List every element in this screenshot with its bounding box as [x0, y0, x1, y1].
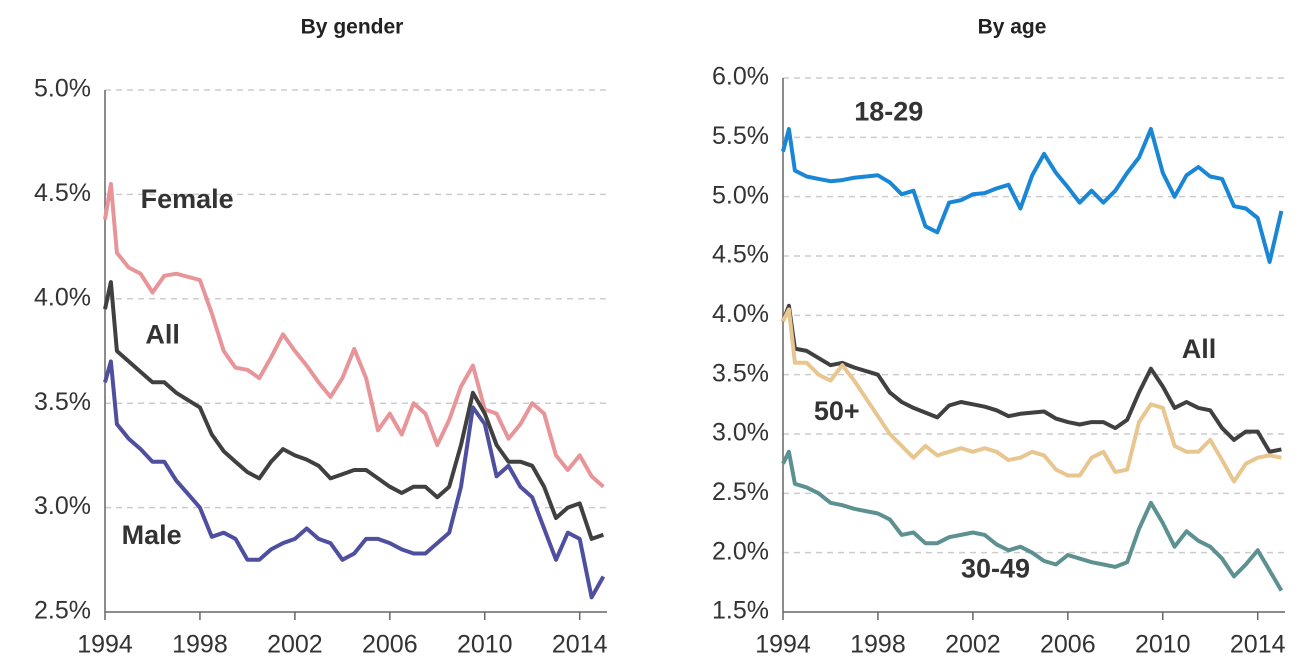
- series-label: Female: [141, 184, 234, 214]
- x-tick-label: 2002: [945, 631, 1001, 659]
- series-line: [781, 449, 1284, 592]
- y-tick-label: 3.0%: [34, 492, 91, 520]
- y-tick-label: 4.5%: [34, 179, 91, 207]
- series-line: [103, 280, 605, 541]
- y-tick-label: 1.5%: [712, 597, 769, 625]
- series-line: [781, 307, 1282, 484]
- y-tick-label: 4.0%: [712, 300, 769, 328]
- x-tick-label: 1998: [850, 631, 906, 659]
- series-line: [781, 127, 1284, 264]
- y-tick-label: 3.5%: [34, 388, 91, 416]
- x-tick-label: 2010: [1135, 631, 1191, 659]
- y-tick-label: 5.0%: [34, 75, 91, 103]
- panel-title: By gender: [301, 16, 404, 39]
- x-tick-label: 2014: [552, 631, 608, 659]
- x-tick-label: 1994: [755, 631, 811, 659]
- y-tick-label: 5.0%: [712, 181, 769, 209]
- panel-title: By age: [978, 16, 1047, 39]
- y-tick-label: 5.5%: [712, 122, 769, 150]
- x-tick-label: 1994: [77, 631, 133, 659]
- series-label: Male: [122, 520, 182, 550]
- series-label: All: [145, 320, 180, 350]
- y-tick-label: 2.5%: [34, 597, 91, 625]
- y-tick-label: 6.0%: [712, 63, 769, 91]
- series-line: [781, 303, 1282, 454]
- x-tick-label: 2006: [1040, 631, 1096, 659]
- series-label: All: [1182, 334, 1217, 364]
- y-tick-label: 2.5%: [712, 478, 769, 506]
- x-tick-label: 2006: [362, 631, 418, 659]
- x-tick-label: 2010: [457, 631, 513, 659]
- series-line: [103, 182, 605, 489]
- y-tick-label: 2.0%: [712, 537, 769, 565]
- y-tick-label: 3.0%: [712, 419, 769, 447]
- x-tick-label: 1998: [172, 631, 228, 659]
- y-tick-label: 3.5%: [712, 359, 769, 387]
- series-label: 18-29: [854, 97, 923, 127]
- series-label: 50+: [814, 396, 860, 426]
- y-tick-label: 4.0%: [34, 283, 91, 311]
- series-label: 30-49: [961, 554, 1030, 584]
- x-tick-label: 2014: [1230, 631, 1286, 659]
- series-line: [103, 359, 606, 600]
- y-tick-label: 4.5%: [712, 241, 769, 269]
- x-tick-label: 2002: [267, 631, 323, 659]
